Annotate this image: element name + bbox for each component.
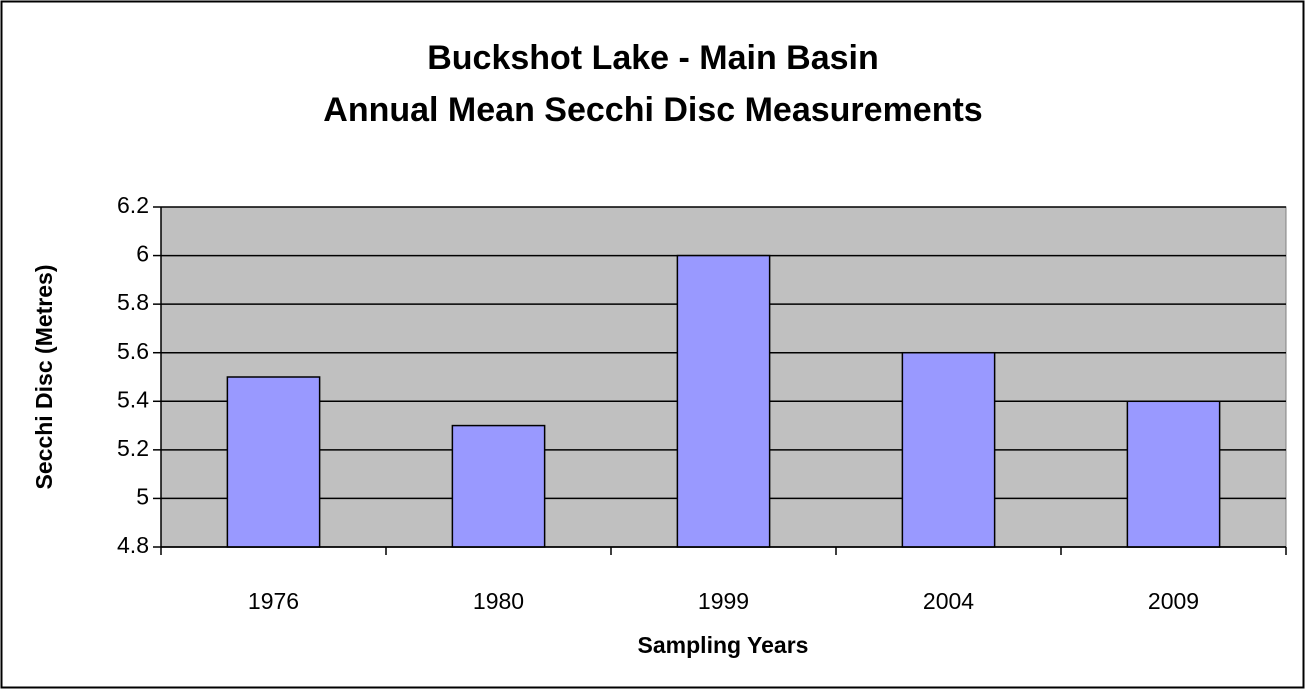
x-tick-label: 2009 [1148, 588, 1199, 614]
x-axis-title: Sampling Years [638, 632, 809, 658]
bar [1126, 400, 1221, 548]
x-tick-label: 1999 [698, 588, 749, 614]
x-tick-label: 2004 [923, 588, 974, 614]
y-tick-label: 4.8 [117, 532, 149, 558]
y-axis-title: Secchi Disc (Metres) [31, 265, 57, 490]
bar [676, 254, 771, 548]
y-tick-label: 6.2 [117, 192, 149, 218]
bar [901, 351, 996, 548]
chart-title: Buckshot Lake - Main Basin [427, 39, 879, 77]
bar [226, 376, 321, 548]
bar [451, 424, 546, 548]
x-tick-label: 1980 [473, 588, 524, 614]
y-tick-label: 5.2 [117, 435, 149, 461]
y-tick-label: 5 [136, 484, 149, 510]
y-tick-label: 5.8 [117, 289, 149, 315]
x-tick-label: 1976 [248, 588, 299, 614]
y-tick-label: 5.4 [117, 386, 149, 412]
y-tick-label: 6 [136, 241, 149, 267]
chart-title: Annual Mean Secchi Disc Measurements [323, 91, 982, 129]
y-tick-label: 5.6 [117, 338, 149, 364]
